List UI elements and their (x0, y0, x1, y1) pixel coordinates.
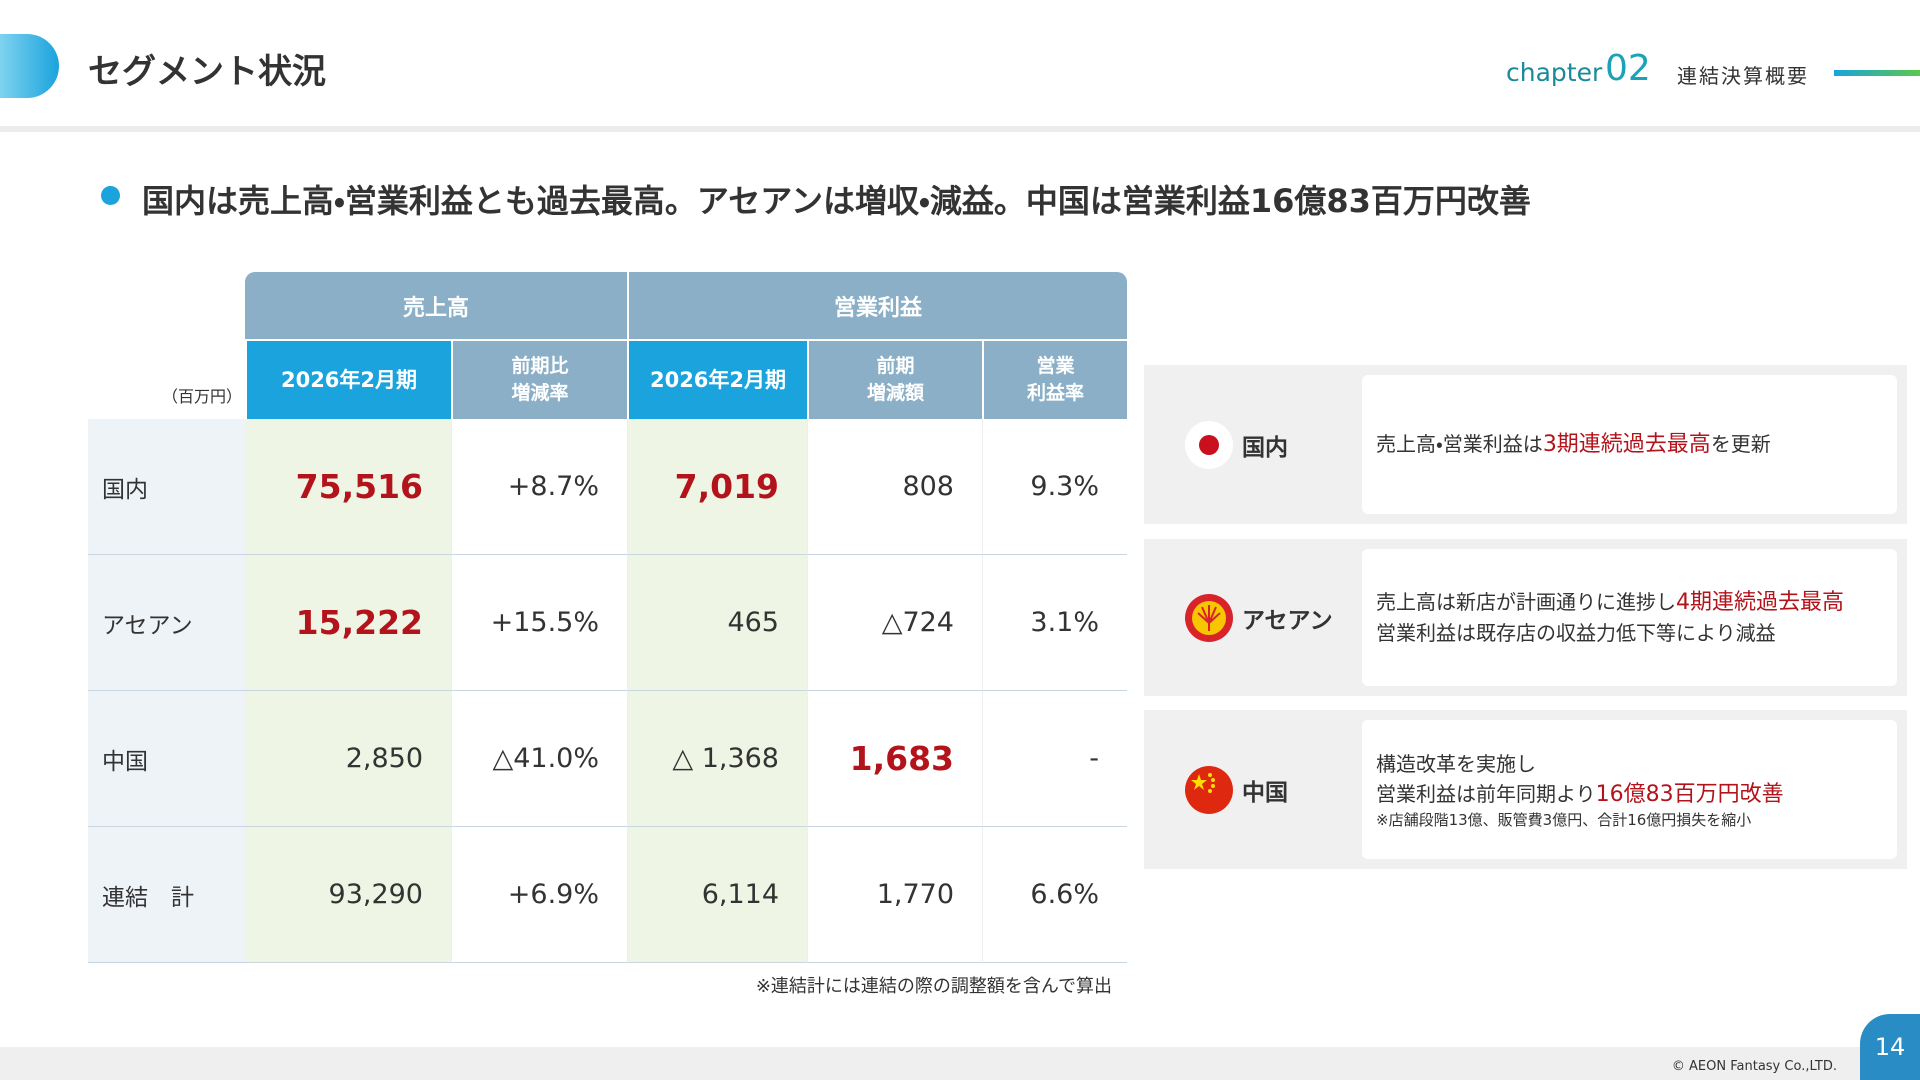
page-number: 14 (1860, 1014, 1920, 1080)
column-header: 前期 増減額 (807, 339, 982, 419)
flag-japan (1185, 420, 1233, 469)
panel-text-part: 4期連続過去最高 (1676, 590, 1844, 615)
table-cell: 93,290 (245, 827, 451, 963)
headline: 国内は売上高・営業利益とも過去最高。アセアンは増収・減益。中国は営業利益16億8… (142, 182, 1531, 220)
table-cell: 1,770 (807, 827, 982, 963)
panel-text-part: 構造改革を実施し (1376, 752, 1536, 776)
table-cell: 3.1% (982, 555, 1127, 691)
region-label: 中国 (1242, 779, 1288, 806)
section-label: 連結決算概要 (1677, 64, 1809, 88)
table-cell: - (982, 691, 1127, 827)
title-decoration (0, 34, 59, 98)
panel-note: ※店舗段階13億、販管費3億円、合計16億円損失を縮小 (1376, 811, 1752, 829)
table-cell: △41.0% (451, 691, 627, 827)
panel-line: 売上高は新店が計画通りに進捗し4期連続過去最高 (1376, 587, 1897, 618)
flag-china (1185, 765, 1233, 814)
slide-title: セグメント状況 (88, 52, 326, 92)
column-header: 営業 利益率 (982, 339, 1127, 419)
flag-asean (1185, 593, 1233, 642)
panel-text: 売上高は新店が計画通りに進捗し4期連続過去最高営業利益は既存店の収益力低下等によ… (1362, 549, 1897, 686)
region-label: アセアン (1242, 607, 1333, 634)
panel: 中国 構造改革を実施し 営業利益は前年同期より16億83百万円改善 ※店舗段階13億… (1144, 710, 1907, 869)
column-header: 2026年2月期 (245, 339, 451, 419)
panel-text-part: 売上高・営業利益は (1376, 432, 1543, 456)
panel-text-part: 16億83百万円改善 (1595, 782, 1784, 807)
header-rule (0, 126, 1920, 132)
bullet (101, 186, 120, 205)
row-label: 中国 (88, 691, 245, 827)
row-label: 国内 (88, 419, 245, 555)
section-accent (1834, 70, 1920, 76)
table-cell: 2,850 (245, 691, 451, 827)
group-header: 売上高 (402, 295, 469, 321)
panel-text: 構造改革を実施し 営業利益は前年同期より16億83百万円改善 ※店舗段階13億、販管… (1362, 720, 1897, 859)
region-label: 国内 (1242, 434, 1288, 461)
table-cell: +6.9% (451, 827, 627, 963)
panel-line: 営業利益は前年同期より16億83百万円改善 (1376, 779, 1897, 810)
table-cell: 6.6% (982, 827, 1127, 963)
row-label: 連結 計 (88, 827, 245, 963)
panel-text-part: 3期連続過去最高 (1542, 432, 1711, 457)
panel-text-part: 売上高は新店が計画通りに進捗し (1376, 590, 1676, 614)
table-cell: 7,019 (627, 419, 807, 555)
panel-line: 営業利益は既存店の収益力低下等により減益 (1376, 618, 1897, 648)
table-cell: 15,222 (245, 555, 451, 691)
table-cell: +8.7% (451, 419, 627, 555)
panel-text-part: 営業利益は前年同期より (1376, 782, 1596, 806)
group-header-bg (245, 272, 1127, 339)
table-cell: 1,683 (807, 691, 982, 827)
column-header: 2026年2月期 (627, 339, 807, 419)
row-label: アセアン (88, 555, 245, 691)
table-cell: 465 (627, 555, 807, 691)
unit-label: （百万円） (161, 387, 242, 406)
table-cell: 75,516 (245, 419, 451, 555)
table-cell: 9.3% (982, 419, 1127, 555)
group-header: 営業利益 (627, 272, 1127, 339)
chapter-label: chapter (1506, 58, 1603, 87)
panel-text-part: を更新 (1710, 432, 1771, 456)
table-cell: +15.5% (451, 555, 627, 691)
footer-band (0, 1047, 1920, 1080)
panel-text-part: 営業利益は既存店の収益力低下等により減益 (1376, 621, 1776, 645)
panel-text: 売上高・営業利益は3期連続過去最高を更新 (1362, 375, 1897, 514)
copyright: © AEON Fantasy Co.,LTD. (1671, 1059, 1837, 1074)
table-cell: 808 (807, 419, 982, 555)
table-cell: △ 1,368 (627, 691, 807, 827)
panel-line: 構造改革を実施し (1376, 749, 1897, 779)
panel: 国内 売上高・営業利益は3期連続過去最高を更新 (1144, 365, 1907, 524)
table-cell: △724 (807, 555, 982, 691)
chapter-number: 02 (1605, 48, 1651, 89)
column-header: 前期比 増減率 (451, 339, 627, 419)
panel-line: 売上高・営業利益は3期連続過去最高を更新 (1376, 429, 1897, 460)
table-footnote: ※連結計には連結の際の調整額を含んで算出 (755, 976, 1112, 997)
table-cell: 6,114 (627, 827, 807, 963)
panel: アセアン 売上高は新店が計画通りに進捗し4期連続過去最高営業利益は既存店の収益力… (1144, 539, 1907, 696)
